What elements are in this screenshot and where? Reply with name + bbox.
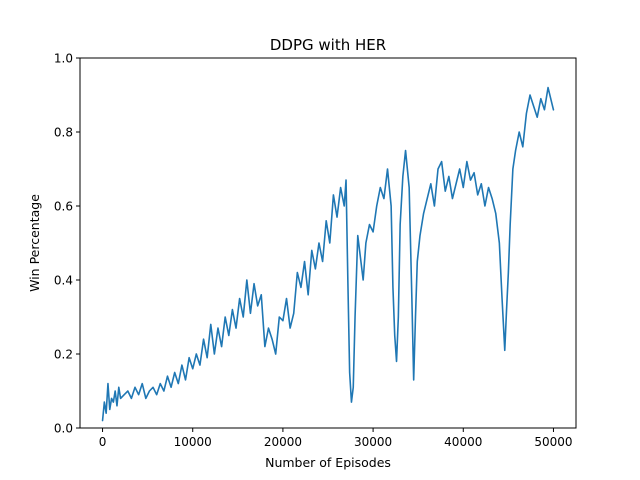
chart-title: DDPG with HER [270,36,386,54]
x-tick-label: 40000 [444,435,482,449]
x-tick-label: 10000 [174,435,212,449]
x-tick-label: 30000 [354,435,392,449]
x-axis-title: Number of Episodes [265,455,391,470]
x-axis: 0 10000 20000 30000 40000 50000 [99,428,573,449]
x-tick-label: 50000 [534,435,572,449]
y-tick-label: 0.6 [54,200,73,214]
y-tick-label: 0.8 [54,126,73,140]
x-tick-label: 20000 [264,435,302,449]
plot-content [101,86,555,422]
plot-frame [79,57,577,429]
y-tick-label: 1.0 [54,52,73,66]
x-tick-label: 0 [99,435,107,449]
y-tick-label: 0.0 [54,422,73,436]
y-tick-label: 0.4 [54,274,73,288]
y-axis: 0.0 0.2 0.4 0.6 0.8 1.0 [54,52,80,436]
y-tick-label: 0.2 [54,348,73,362]
y-axis-title: Win Percentage [27,194,42,292]
series-line [101,86,555,422]
